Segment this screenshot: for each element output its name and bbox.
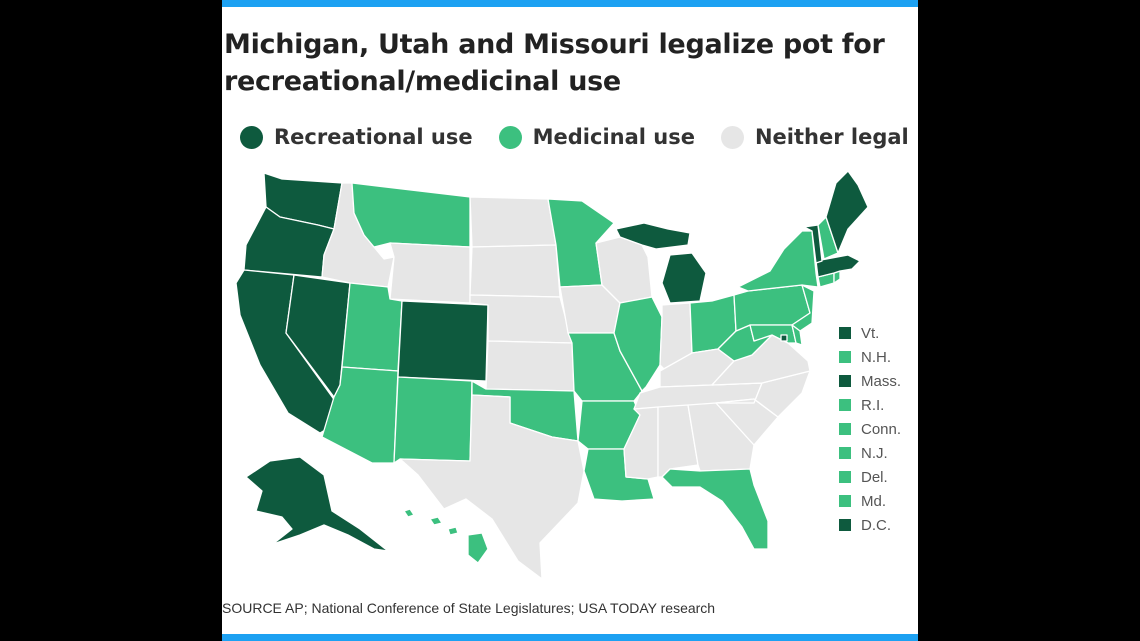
small-state-label-ri: R.I. bbox=[861, 396, 885, 414]
state-hawaii bbox=[403, 508, 489, 564]
state-dc bbox=[780, 334, 788, 342]
state-illinois bbox=[613, 296, 663, 392]
small-state-swatch bbox=[839, 375, 851, 387]
map-title: Michigan, Utah and Missouri legalize pot… bbox=[224, 29, 885, 97]
small-state-item: N.J. bbox=[839, 441, 901, 465]
small-state-label-nh: N.H. bbox=[861, 348, 891, 366]
small-state-swatch bbox=[839, 327, 851, 339]
source-note: SOURCE AP; National Conference of State … bbox=[222, 600, 716, 616]
state-florida bbox=[661, 468, 769, 550]
legend-item-recreational: Recreational use bbox=[240, 125, 473, 149]
state-south-dakota bbox=[469, 244, 561, 298]
map-card: Michigan, Utah and Missouri legalize pot… bbox=[222, 0, 918, 641]
top-accent-bar bbox=[222, 0, 918, 7]
state-colorado bbox=[397, 300, 489, 382]
state-alaska bbox=[245, 456, 389, 552]
small-state-swatch bbox=[839, 423, 851, 435]
small-state-item: Vt. bbox=[839, 321, 901, 345]
small-state-item: Conn. bbox=[839, 417, 901, 441]
legend-swatch-medicinal bbox=[498, 125, 522, 149]
small-state-swatch bbox=[839, 351, 851, 363]
legend-item-medicinal: Medicinal use bbox=[498, 125, 695, 149]
small-state-item: Del. bbox=[839, 465, 901, 489]
small-state-swatch bbox=[839, 471, 851, 483]
small-state-label-mass: Mass. bbox=[861, 372, 902, 390]
state-montana bbox=[351, 182, 471, 248]
small-state-item: N.H. bbox=[839, 345, 901, 369]
state-massachusetts bbox=[815, 254, 861, 278]
small-state-swatch bbox=[839, 495, 851, 507]
legend-label-recreational: Recreational use bbox=[274, 125, 473, 149]
legend: Recreational use Medicinal use Neither l… bbox=[240, 122, 918, 152]
state-vermont bbox=[803, 224, 823, 264]
small-state-item: R.I. bbox=[839, 393, 901, 417]
small-state-item: Mass. bbox=[839, 369, 901, 393]
state-delaware bbox=[791, 324, 803, 346]
legend-label-neither: Neither legal bbox=[754, 125, 909, 149]
state-michigan-upper bbox=[615, 222, 691, 250]
small-state-label-nj: N.J. bbox=[861, 444, 888, 462]
small-state-item: D.C. bbox=[839, 513, 901, 537]
state-new-york bbox=[737, 230, 819, 292]
legend-label-medicinal: Medicinal use bbox=[532, 125, 695, 149]
state-north-dakota bbox=[469, 196, 557, 248]
small-state-label-dc: D.C. bbox=[861, 516, 891, 534]
us-map bbox=[235, 170, 869, 580]
small-state-label-conn: Conn. bbox=[861, 420, 902, 438]
state-new-mexico bbox=[393, 376, 473, 464]
small-states-legend: Vt. N.H. Mass. R.I. Conn. N.J. Del. Md. … bbox=[839, 321, 901, 537]
small-state-item: Md. bbox=[839, 489, 901, 513]
small-state-label-md: Md. bbox=[861, 492, 887, 510]
legend-item-neither: Neither legal bbox=[720, 125, 909, 149]
state-michigan bbox=[661, 252, 707, 304]
small-state-swatch bbox=[839, 447, 851, 459]
small-state-label-del: Del. bbox=[861, 468, 888, 486]
state-kansas bbox=[485, 340, 575, 392]
state-maine bbox=[825, 170, 869, 254]
small-state-swatch bbox=[839, 399, 851, 411]
state-texas bbox=[399, 394, 585, 580]
legend-swatch-recreational bbox=[240, 125, 263, 149]
small-state-swatch bbox=[839, 519, 851, 531]
small-state-label-vt: Vt. bbox=[861, 324, 880, 342]
state-wyoming bbox=[389, 242, 471, 304]
bottom-accent-bar bbox=[222, 634, 918, 641]
legend-swatch-neither bbox=[720, 125, 744, 149]
